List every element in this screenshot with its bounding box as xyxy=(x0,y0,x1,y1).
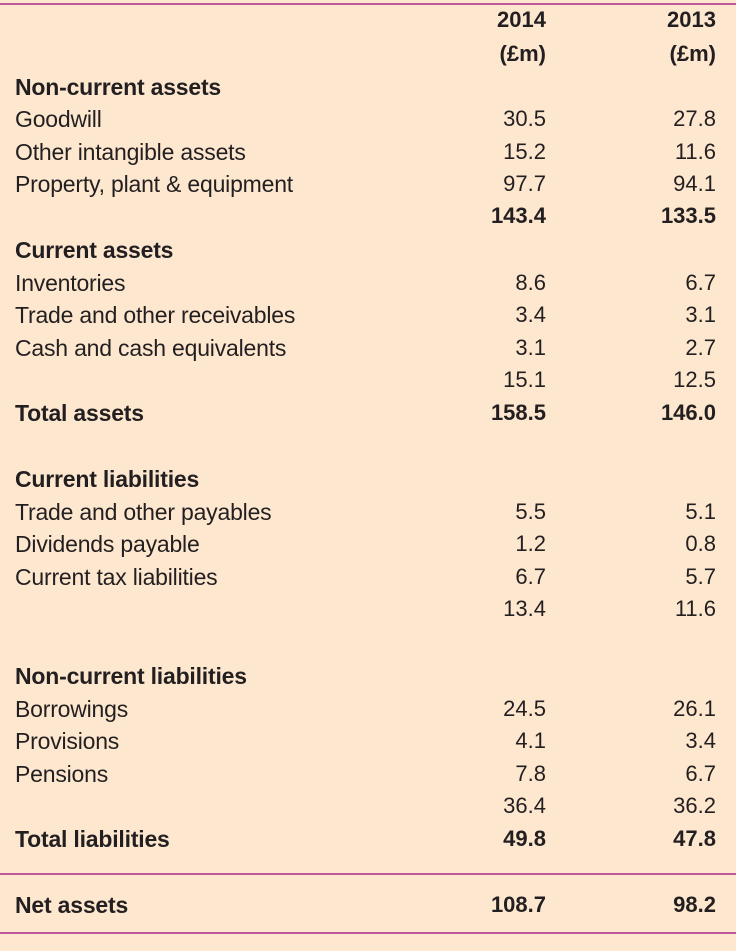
row-label: Borrowings xyxy=(15,696,129,722)
value-2014: 6.7 xyxy=(515,564,546,589)
value-2014: 24.5 xyxy=(503,696,546,721)
value-2013: 11.6 xyxy=(674,596,716,621)
header-unit-2013: (£m) xyxy=(669,41,716,66)
row-label: Property, plant & equipment xyxy=(15,171,294,197)
table-row: Dividends payable 1.2 0.8 xyxy=(0,528,736,560)
value-2013: 146.0 xyxy=(660,400,716,425)
value-2013: 5.1 xyxy=(685,499,716,524)
table-row: 143.4 133.5 xyxy=(0,200,736,232)
row-label: Total liabilities xyxy=(15,826,170,852)
value-2014: 3.4 xyxy=(515,302,546,327)
header-unit-2014: (£m) xyxy=(499,41,546,66)
row-label: Current tax liabilities xyxy=(15,564,218,590)
value-2014: 8.6 xyxy=(515,270,546,295)
value-2013: 6.7 xyxy=(685,270,716,295)
row-label: Total assets xyxy=(15,400,144,426)
bottom-rule xyxy=(0,932,736,934)
row-label: Non-current liabilities xyxy=(15,663,247,689)
table-row: Cash and cash equivalents 3.1 2.7 xyxy=(0,332,736,364)
value-2013: 94.1 xyxy=(673,171,716,196)
value-2013: 5.7 xyxy=(685,564,716,589)
table-row: Net assets 108.7 98.2 xyxy=(0,889,736,921)
row-label: Provisions xyxy=(15,728,120,754)
table-row: Current tax liabilities 6.7 5.7 xyxy=(0,561,736,593)
value-2014: 108.7 xyxy=(490,892,546,917)
table-row: Trade and other receivables 3.4 3.1 xyxy=(0,299,736,331)
top-rule xyxy=(0,3,736,5)
row-label: Non-current assets xyxy=(15,74,222,100)
section-heading-row: Current assets xyxy=(0,234,736,266)
value-2013: 3.4 xyxy=(685,728,716,753)
table-row: Provisions 4.1 3.4 xyxy=(0,725,736,757)
header-year-2013: 2013 xyxy=(667,7,716,32)
value-2013: 36.2 xyxy=(673,793,716,818)
value-2014: 36.4 xyxy=(503,793,546,818)
table-row: Borrowings 24.5 26.1 xyxy=(0,693,736,725)
value-2013: 133.5 xyxy=(660,203,716,228)
table-row: Inventories 8.6 6.7 xyxy=(0,267,736,299)
value-2013: 3.1 xyxy=(685,302,716,327)
value-2014: 30.5 xyxy=(503,106,546,131)
value-2013: 26.1 xyxy=(673,696,716,721)
value-2014: 1.2 xyxy=(515,531,546,556)
value-2014: 15.2 xyxy=(503,139,546,164)
value-2013: 11.6 xyxy=(674,139,716,164)
row-label: Inventories xyxy=(15,270,126,296)
section-heading-row: Non-current assets xyxy=(0,71,736,103)
row-label: Pensions xyxy=(15,761,109,787)
value-2014: 49.8 xyxy=(503,826,546,851)
row-label: Current liabilities xyxy=(15,466,200,492)
table-row: Goodwill 30.5 27.8 xyxy=(0,103,736,135)
table-row: Pensions 7.8 6.7 xyxy=(0,758,736,790)
table-row: Trade and other payables 5.5 5.1 xyxy=(0,496,736,528)
value-2014: 7.8 xyxy=(515,761,546,786)
row-label: Trade and other payables xyxy=(15,499,272,525)
header-year-2014: 2014 xyxy=(497,7,546,32)
value-2014: 13.4 xyxy=(503,596,546,621)
net-assets-top-rule xyxy=(0,873,736,875)
table-row: 13.4 11.6 xyxy=(0,593,736,625)
value-2013: 12.5 xyxy=(673,367,716,392)
table-row: 15.1 12.5 xyxy=(0,364,736,396)
row-label: Current assets xyxy=(15,237,174,263)
table-row: Total liabilities 49.8 47.8 xyxy=(0,823,736,855)
section-heading-row: Current liabilities xyxy=(0,463,736,495)
value-2014: 15.1 xyxy=(503,367,546,392)
value-2014: 5.5 xyxy=(515,499,546,524)
value-2013: 0.8 xyxy=(685,531,716,556)
row-label: Other intangible assets xyxy=(15,139,246,165)
value-2014: 143.4 xyxy=(490,203,546,228)
table-row: Property, plant & equipment 97.7 94.1 xyxy=(0,168,736,200)
value-2013: 98.2 xyxy=(673,892,716,917)
value-2013: 27.8 xyxy=(673,106,716,131)
table-row: Total assets 158.5 146.0 xyxy=(0,397,736,429)
row-label: Goodwill xyxy=(15,106,102,132)
value-2013: 47.8 xyxy=(673,826,716,851)
row-label: Cash and cash equivalents xyxy=(15,335,287,361)
header-year-row: 2014 2013 xyxy=(0,4,736,36)
table-row: Other intangible assets 15.2 11.6 xyxy=(0,136,736,168)
value-2014: 4.1 xyxy=(515,728,546,753)
value-2013: 6.7 xyxy=(685,761,716,786)
row-label: Trade and other receivables xyxy=(15,302,296,328)
value-2014: 97.7 xyxy=(503,171,546,196)
value-2014: 3.1 xyxy=(515,335,546,360)
value-2013: 2.7 xyxy=(685,335,716,360)
header-unit-row: (£m) (£m) xyxy=(0,38,736,70)
table-row: 36.4 36.2 xyxy=(0,790,736,822)
row-label: Net assets xyxy=(15,892,129,918)
value-2014: 158.5 xyxy=(490,400,546,425)
row-label: Dividends payable xyxy=(15,531,200,557)
section-heading-row: Non-current liabilities xyxy=(0,660,736,692)
